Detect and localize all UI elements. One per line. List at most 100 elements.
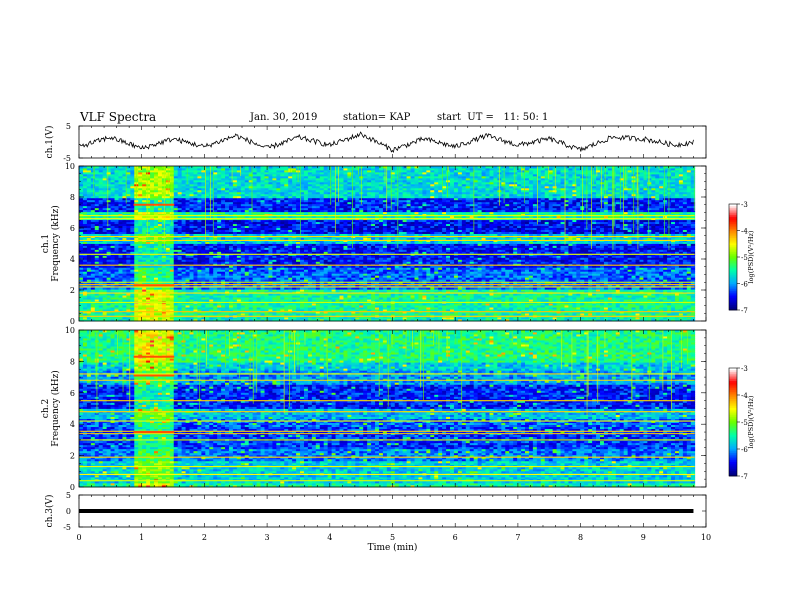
psd-cell bbox=[513, 319, 518, 322]
psd-cell bbox=[639, 319, 644, 322]
psd-cell bbox=[390, 289, 396, 292]
psd-cell bbox=[473, 307, 479, 310]
psd-cell bbox=[485, 317, 490, 320]
psd-cell bbox=[635, 305, 640, 308]
psd-cell bbox=[461, 299, 467, 302]
psd-cell bbox=[517, 303, 522, 306]
psd-cell bbox=[422, 309, 427, 312]
psd-cell bbox=[248, 273, 254, 276]
psd-cell bbox=[98, 295, 104, 298]
psd-cell bbox=[347, 319, 352, 322]
psd-cell bbox=[347, 299, 352, 302]
psd-cell bbox=[79, 303, 84, 306]
psd-cell bbox=[146, 289, 151, 292]
psd-cell bbox=[177, 317, 183, 320]
start-time-label: start UT = 11: 50: 1 bbox=[437, 112, 548, 123]
psd-cell bbox=[311, 295, 317, 298]
psd-cell bbox=[110, 279, 115, 282]
psd-cell bbox=[153, 313, 159, 316]
psd-cell bbox=[303, 289, 309, 292]
psd-cell bbox=[619, 305, 625, 308]
psd-cell bbox=[193, 305, 198, 308]
psd-cell bbox=[347, 303, 352, 306]
psd-cell bbox=[110, 303, 115, 306]
psd-cell bbox=[355, 289, 360, 292]
psd-cell bbox=[540, 289, 546, 292]
psd-cell bbox=[371, 295, 376, 298]
psd-cell bbox=[189, 295, 194, 298]
psd-cell bbox=[173, 309, 179, 312]
psd-cell bbox=[225, 317, 230, 320]
psd-cell bbox=[256, 295, 261, 298]
psd-cell bbox=[118, 309, 123, 312]
psd-cell bbox=[564, 309, 569, 312]
psd-cell bbox=[355, 299, 360, 302]
psd-cell bbox=[371, 297, 376, 300]
psd-cell bbox=[252, 279, 258, 282]
psd-cell bbox=[213, 279, 218, 282]
psd-cell bbox=[485, 311, 490, 314]
psd-cell bbox=[98, 273, 104, 276]
psd-cell bbox=[635, 319, 640, 322]
psd-cell bbox=[347, 307, 352, 310]
psd-cell bbox=[134, 299, 139, 302]
psd-cell bbox=[402, 289, 407, 292]
psd-cell bbox=[150, 303, 155, 306]
psd-cell bbox=[276, 313, 281, 316]
psd-cell bbox=[138, 291, 143, 294]
psd-cell bbox=[505, 277, 510, 280]
psd-cell bbox=[422, 277, 427, 280]
psd-cell bbox=[607, 313, 613, 316]
psd-cell bbox=[426, 299, 431, 302]
psd-cell bbox=[398, 307, 404, 310]
psd-cell bbox=[607, 295, 613, 298]
psd-cell bbox=[244, 305, 250, 308]
psd-cell bbox=[678, 293, 684, 296]
psd-cell bbox=[497, 313, 502, 316]
psd-cell bbox=[386, 307, 392, 310]
psd-cell bbox=[596, 289, 601, 292]
psd-cell bbox=[386, 277, 392, 280]
psd-cell bbox=[450, 305, 455, 308]
psd-cell bbox=[153, 297, 159, 300]
psd-cell bbox=[378, 273, 384, 276]
psd-cell bbox=[580, 319, 585, 322]
psd-cell bbox=[528, 299, 534, 302]
psd-cell bbox=[228, 295, 234, 298]
psd-cell bbox=[343, 299, 348, 302]
psd-cell bbox=[323, 275, 329, 278]
psd-cell bbox=[422, 313, 427, 316]
psd-cell bbox=[588, 297, 593, 300]
psd-cell bbox=[481, 277, 486, 280]
psd-cell bbox=[611, 309, 617, 312]
psd-cell bbox=[335, 307, 340, 310]
psd-cell bbox=[457, 279, 463, 282]
psd-cell bbox=[588, 293, 593, 296]
psd-cell bbox=[343, 313, 348, 316]
psd-cell bbox=[580, 297, 585, 300]
psd-cell bbox=[177, 309, 183, 312]
psd-cell bbox=[509, 299, 514, 302]
psd-cell bbox=[284, 291, 289, 294]
psd-cell bbox=[560, 277, 565, 280]
psd-cell bbox=[465, 293, 471, 296]
psd-cell bbox=[619, 291, 625, 294]
psd-cell bbox=[169, 287, 175, 290]
psd-cell bbox=[217, 309, 222, 312]
psd-cell bbox=[110, 299, 115, 302]
psd-cell bbox=[611, 279, 617, 282]
psd-cell bbox=[225, 275, 230, 278]
psd-cell bbox=[599, 311, 605, 314]
psd-cell bbox=[528, 275, 534, 278]
psd-cell bbox=[363, 303, 368, 306]
psd-cell bbox=[536, 311, 542, 314]
psd-cell bbox=[193, 291, 198, 294]
psd-cell bbox=[106, 299, 111, 302]
psd-cell bbox=[639, 303, 644, 306]
psd-cell bbox=[260, 297, 265, 300]
psd-cell bbox=[643, 299, 648, 302]
psd-cell bbox=[663, 287, 668, 290]
psd-cell bbox=[142, 295, 147, 298]
psd-cell bbox=[690, 289, 696, 292]
psd-cell bbox=[98, 317, 104, 320]
